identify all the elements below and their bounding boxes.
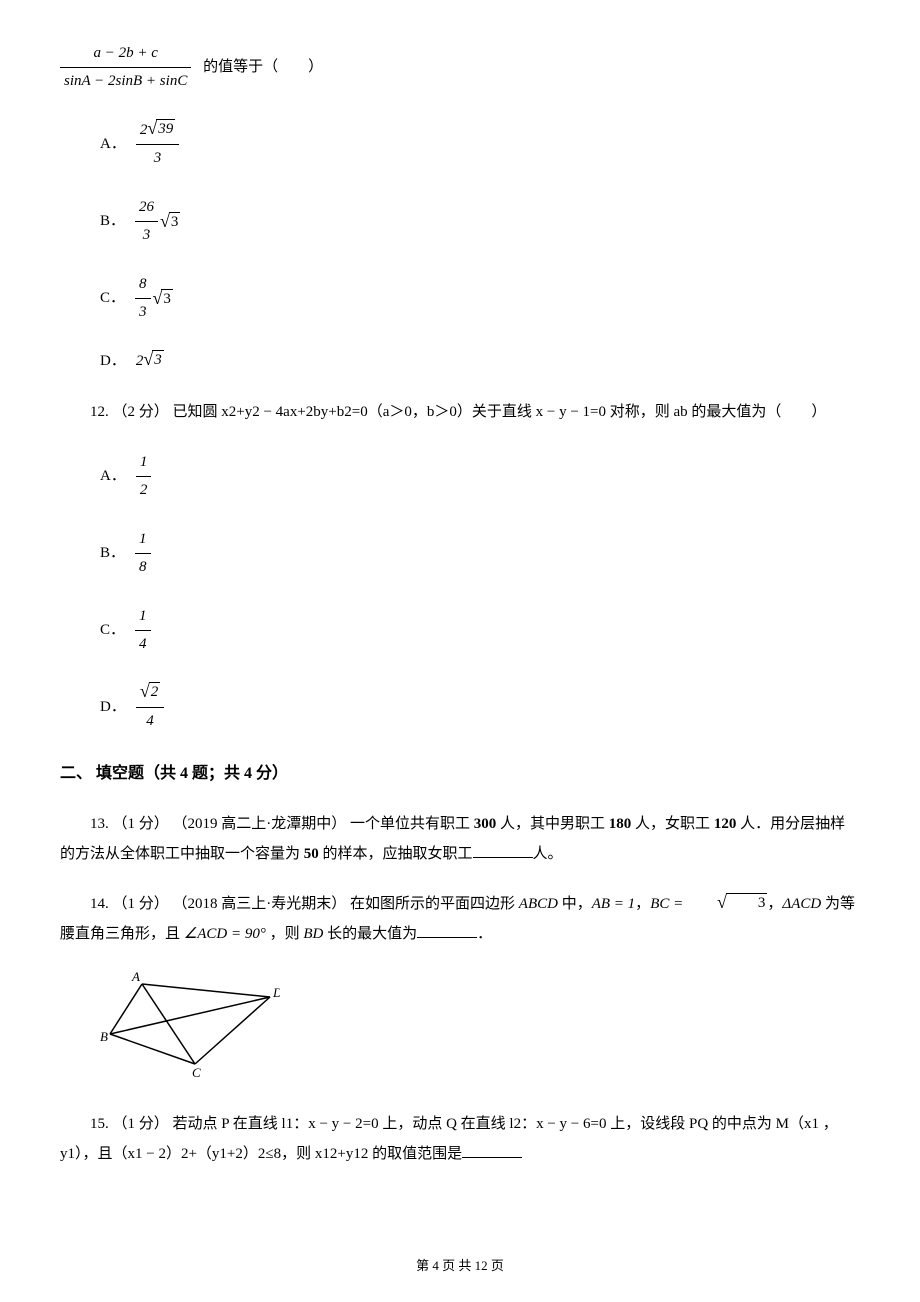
q14-diagram: A B C D xyxy=(100,969,860,1089)
header-trailing: 的值等于（ ） xyxy=(203,54,323,81)
option-value: 8 3 xyxy=(135,271,151,326)
option-label: C． xyxy=(100,617,125,644)
option-label: D． xyxy=(100,694,126,721)
q15-text: 15. （1 分） 若动点 P 在直线 l1：x − y − 2=0 上，动点 … xyxy=(60,1109,860,1169)
option-label: B． xyxy=(100,540,125,567)
option-label: D． xyxy=(100,348,126,375)
svg-text:C: C xyxy=(192,1065,201,1079)
header-numerator: a − 2b + c xyxy=(60,40,191,68)
q12-option-a: A． 1 2 xyxy=(100,449,860,504)
q12-option-c: C． 1 4 xyxy=(100,603,860,658)
quadrilateral-diagram: A B C D xyxy=(100,969,280,1079)
section2-heading: 二、 填空题（共 4 题；共 4 分） xyxy=(60,760,860,789)
header-fraction: a − 2b + c sinA − 2sinB + sinC xyxy=(60,40,191,95)
option-value: 26 3 xyxy=(135,194,158,249)
option-value: 1 4 xyxy=(135,603,151,658)
svg-text:A: A xyxy=(131,969,140,984)
q11-option-a: A． 2√39 3 xyxy=(100,117,860,172)
q11-option-c: C． 8 3 √3 xyxy=(100,271,860,326)
option-value: 2√39 3 xyxy=(136,117,179,172)
page-footer: 第 4 页 共 12 页 xyxy=(0,1254,920,1277)
option-value: √2 4 xyxy=(136,680,164,735)
q14-text: 14. （1 分） （2018 高三上·寿光期末） 在如图所示的平面四边形 AB… xyxy=(60,889,860,949)
q12-text: 12. （2 分） 已知圆 x2+y2 − 4ax+2by+b2=0（a＞0，b… xyxy=(60,397,860,427)
q12-option-d: D． √2 4 xyxy=(100,680,860,735)
q13-text: 13. （1 分） （2019 高二上·龙潭期中） 一个单位共有职工 300 人… xyxy=(60,809,860,869)
option-value: 1 2 xyxy=(136,449,152,504)
q11-option-b: B． 26 3 √3 xyxy=(100,194,860,249)
option-label: A． xyxy=(100,131,126,158)
option-label: C． xyxy=(100,285,125,312)
option-label: B． xyxy=(100,208,125,235)
q11-option-d: D． 2√3 xyxy=(100,348,860,375)
option-value: 1 8 xyxy=(135,526,151,581)
option-label: A． xyxy=(100,463,126,490)
svg-text:B: B xyxy=(100,1029,108,1044)
q14-blank[interactable] xyxy=(417,923,477,938)
q13-blank[interactable] xyxy=(473,843,533,858)
svg-text:D: D xyxy=(272,985,280,1000)
header-denominator: sinA − 2sinB + sinC xyxy=(60,68,191,95)
header-formula: a − 2b + c sinA − 2sinB + sinC 的值等于（ ） xyxy=(60,40,860,95)
q12-option-b: B． 1 8 xyxy=(100,526,860,581)
option-value: 2√3 xyxy=(136,348,164,375)
q15-blank[interactable] xyxy=(462,1143,522,1158)
